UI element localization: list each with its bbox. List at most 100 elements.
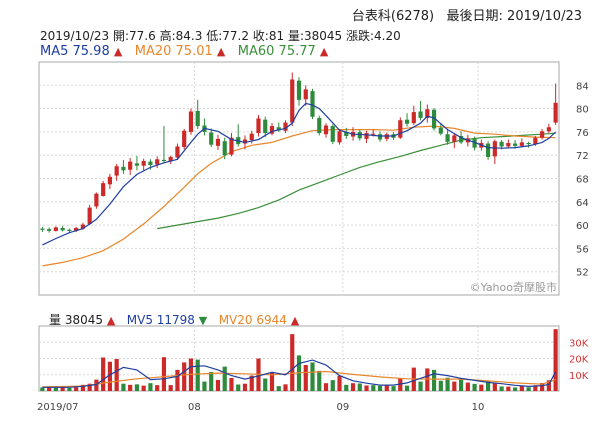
candle-body <box>546 127 551 132</box>
candle-body <box>60 228 65 231</box>
candle-body <box>431 109 437 129</box>
candle-body <box>452 135 457 142</box>
candle-body <box>364 133 369 139</box>
candle <box>141 158 146 171</box>
candle-body <box>114 166 119 176</box>
candle <box>404 113 410 127</box>
candle-body <box>67 229 72 231</box>
volume-bar <box>323 383 329 391</box>
x-tick-label: 10 <box>472 402 485 413</box>
candle-body <box>317 117 322 134</box>
price-tick-label: 60 <box>576 221 589 232</box>
quote-high: 高:84.3 <box>159 29 203 43</box>
candle <box>472 136 477 151</box>
candle <box>357 129 362 141</box>
volume-bar <box>276 386 281 391</box>
candle-body <box>101 183 106 196</box>
mv5-line <box>42 359 557 388</box>
candle-body <box>94 193 99 207</box>
volume-tick-label: 30K <box>569 338 589 349</box>
candle <box>53 226 58 232</box>
volume-bar <box>67 387 72 391</box>
price-tick-label: 84 <box>576 81 589 92</box>
candle <box>175 143 180 160</box>
candle <box>506 139 511 149</box>
mv20-label: MV20 6944 <box>218 313 287 327</box>
candle <box>215 134 221 150</box>
volume-bar <box>215 379 221 391</box>
candle-body <box>269 126 275 134</box>
candle-body <box>533 137 538 145</box>
candle-body <box>425 109 430 118</box>
volume-arrow-icon: ▲ <box>106 314 116 327</box>
volume-bar <box>94 379 99 391</box>
candle-body <box>337 131 342 143</box>
x-tick-label: 09 <box>337 402 350 413</box>
ma5-line <box>42 102 557 246</box>
candle-body <box>229 137 234 155</box>
volume-bar <box>398 378 403 391</box>
volume-bar <box>263 378 268 391</box>
stock-title: 台表科(6278) 最後日期: 2019/10/23 <box>352 5 582 24</box>
candle <box>344 127 349 139</box>
candle-body <box>519 142 524 146</box>
candle-body <box>472 138 477 148</box>
quote-low: 低:77.2 <box>206 29 249 43</box>
candle-body <box>438 127 443 134</box>
candle <box>398 117 403 139</box>
candle <box>431 108 437 131</box>
candle <box>94 192 99 209</box>
volume-bar <box>310 362 315 391</box>
ma20-label: MA20 75.01 <box>134 44 213 59</box>
mv5-arrow-icon: ▼ <box>198 314 208 327</box>
candle <box>107 173 113 189</box>
candle <box>209 128 214 148</box>
volume-bar <box>431 369 437 391</box>
volume-bar <box>101 357 106 391</box>
candle-body <box>182 130 187 148</box>
volume-bar <box>121 383 126 391</box>
ma20-line <box>42 125 556 267</box>
price-tick-label: 72 <box>576 151 589 162</box>
candle <box>114 163 119 181</box>
volume-bar <box>506 386 511 391</box>
volume-bar <box>283 384 288 391</box>
price-tick-label: 56 <box>576 244 589 255</box>
volume-bar <box>47 387 52 391</box>
volume-bar <box>40 387 45 391</box>
volume-bar <box>540 383 545 391</box>
candle-body <box>330 126 335 142</box>
volume-bar <box>290 334 295 391</box>
volume-bar <box>175 369 180 391</box>
volume-bar <box>87 383 92 391</box>
candle <box>317 115 322 136</box>
ma60-label: MA60 75.77 <box>237 44 316 59</box>
candle <box>263 116 268 138</box>
candle-body <box>121 166 126 171</box>
candle-body <box>276 127 281 131</box>
candle <box>425 104 430 123</box>
candle <box>411 105 416 125</box>
candle <box>168 155 173 164</box>
price-tick-label: 68 <box>576 175 589 186</box>
volume-bar <box>114 358 119 391</box>
volume-bar <box>350 383 356 391</box>
volume-bar <box>513 387 518 391</box>
candle-body <box>492 141 497 157</box>
volume-bar <box>391 386 396 391</box>
volume-bar <box>377 385 383 391</box>
candle-body <box>242 139 248 144</box>
candle-body <box>161 159 167 162</box>
volume-bar <box>458 379 464 391</box>
candle-body <box>499 141 504 147</box>
volume-bar <box>74 387 79 391</box>
volume-bar <box>242 383 248 391</box>
candle <box>452 133 457 149</box>
candle <box>256 115 261 137</box>
candle-body <box>357 131 362 139</box>
candle-body <box>310 91 315 117</box>
volume-bar <box>526 387 531 391</box>
candle <box>540 128 545 140</box>
ma-legend: MA5 75.98 ▲ MA20 75.01 ▲ MA60 75.77 ▲ <box>40 44 328 59</box>
volume-tick-label: 20K <box>569 355 589 366</box>
